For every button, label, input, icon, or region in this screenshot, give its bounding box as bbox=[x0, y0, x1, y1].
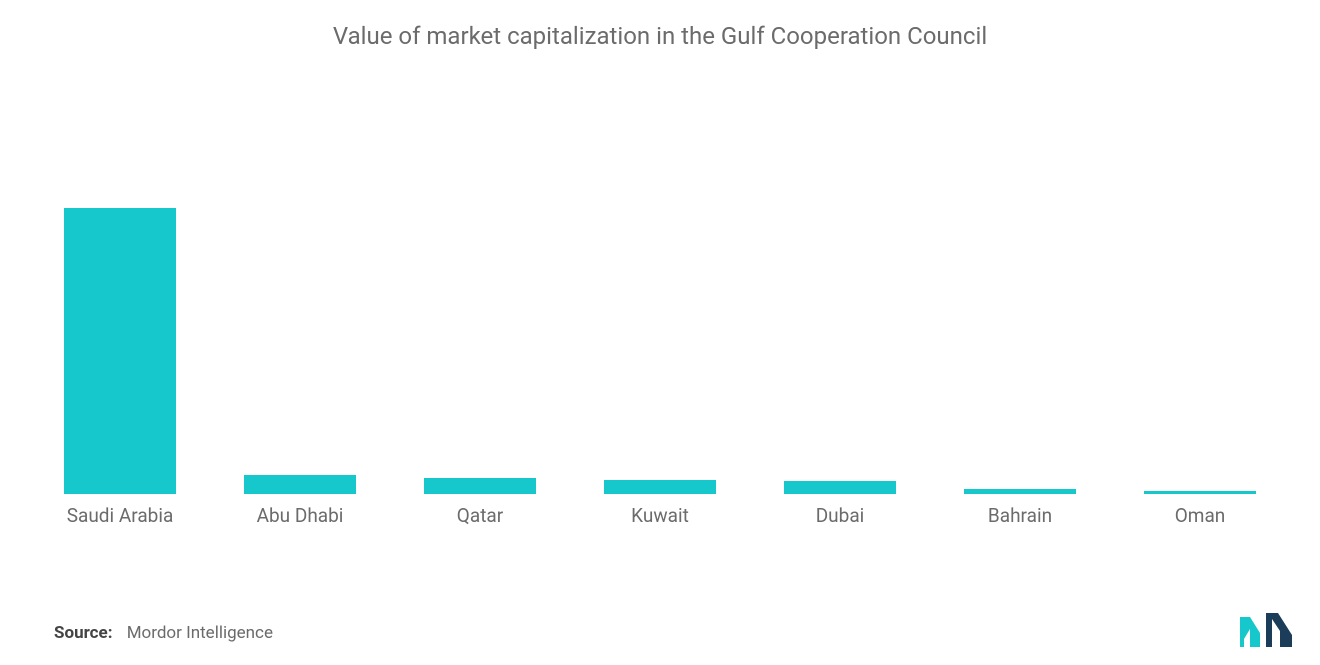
source-value: Mordor Intelligence bbox=[127, 623, 273, 643]
bar bbox=[604, 480, 716, 494]
bar-column: Saudi Arabia bbox=[30, 90, 210, 530]
bar-column: Abu Dhabi bbox=[210, 90, 390, 530]
bar-holder bbox=[570, 90, 750, 494]
chart-title: Value of market capitalization in the Gu… bbox=[0, 0, 1320, 50]
bar-column: Kuwait bbox=[570, 90, 750, 530]
bar bbox=[964, 489, 1076, 494]
bar-chart: Saudi Arabia Abu Dhabi Qatar Kuwait Dubai Bah… bbox=[30, 90, 1290, 530]
bar-holder bbox=[1110, 90, 1290, 494]
bar bbox=[784, 481, 896, 494]
x-axis-label: Saudi Arabia bbox=[67, 504, 174, 530]
x-axis-label: Bahrain bbox=[988, 504, 1052, 530]
bar-holder bbox=[210, 90, 390, 494]
bar-holder bbox=[750, 90, 930, 494]
x-axis-label: Dubai bbox=[816, 504, 865, 530]
x-axis-label: Oman bbox=[1175, 504, 1226, 530]
bar-holder bbox=[390, 90, 570, 494]
bar bbox=[244, 475, 356, 494]
bar-column: Dubai bbox=[750, 90, 930, 530]
bar bbox=[64, 208, 176, 494]
source-label: Source: bbox=[54, 623, 112, 643]
bar-holder bbox=[30, 90, 210, 494]
x-axis-label: Abu Dhabi bbox=[257, 504, 344, 530]
bar-column: Oman bbox=[1110, 90, 1290, 530]
bar-column: Qatar bbox=[390, 90, 570, 530]
source-attribution: Source: Mordor Intelligence bbox=[54, 623, 273, 643]
x-axis-label: Kuwait bbox=[631, 504, 689, 530]
x-axis-label: Qatar bbox=[457, 504, 503, 530]
bar bbox=[424, 478, 536, 494]
bar bbox=[1144, 491, 1256, 494]
bar-holder bbox=[930, 90, 1110, 494]
bar-column: Bahrain bbox=[930, 90, 1110, 530]
brand-logo-icon bbox=[1236, 609, 1298, 651]
